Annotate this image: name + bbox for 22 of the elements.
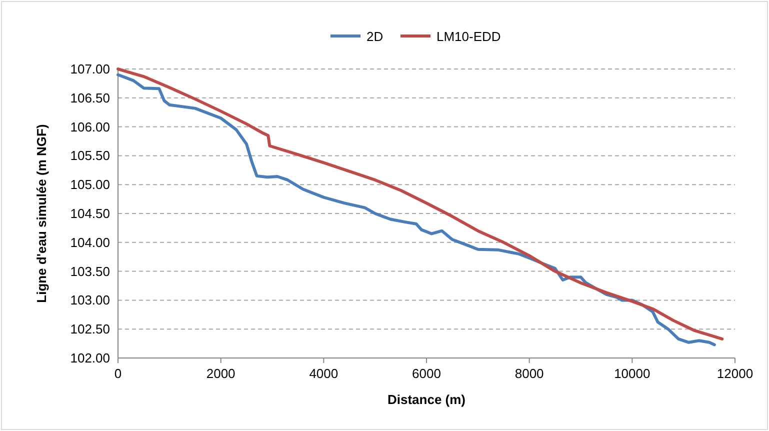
y-tick-label: 106.00	[70, 119, 110, 134]
x-tick-label: 12000	[716, 366, 754, 381]
x-tick-label: 2000	[206, 366, 236, 381]
x-tick-label: 0	[114, 366, 122, 381]
y-tick-label: 103.00	[70, 292, 110, 308]
x-tick-label: 8000	[514, 366, 544, 381]
y-tick-label: 105.00	[70, 177, 110, 192]
legend-label: LM10-EDD	[436, 29, 501, 44]
y-tick-label: 107.00	[70, 62, 110, 76]
legend-label: 2D	[366, 29, 384, 44]
y-tick-label: 103.50	[70, 264, 110, 279]
y-tick-label: 104.00	[70, 234, 110, 250]
x-tick-label: 4000	[309, 366, 338, 381]
x-axis-title: Distance (m)	[387, 392, 466, 407]
y-tick-label: 102.00	[70, 350, 110, 366]
x-tick-label: 6000	[412, 366, 441, 381]
x-tick-label: 10000	[614, 366, 650, 381]
y-axis-title: Ligne d'eau simulée (m NGF)	[34, 124, 49, 303]
y-tick-label: 106.50	[70, 90, 110, 106]
y-tick-label: 102.50	[70, 322, 110, 337]
y-tick-label: 104.50	[70, 206, 110, 221]
y-tick-label: 105.50	[70, 148, 110, 164]
